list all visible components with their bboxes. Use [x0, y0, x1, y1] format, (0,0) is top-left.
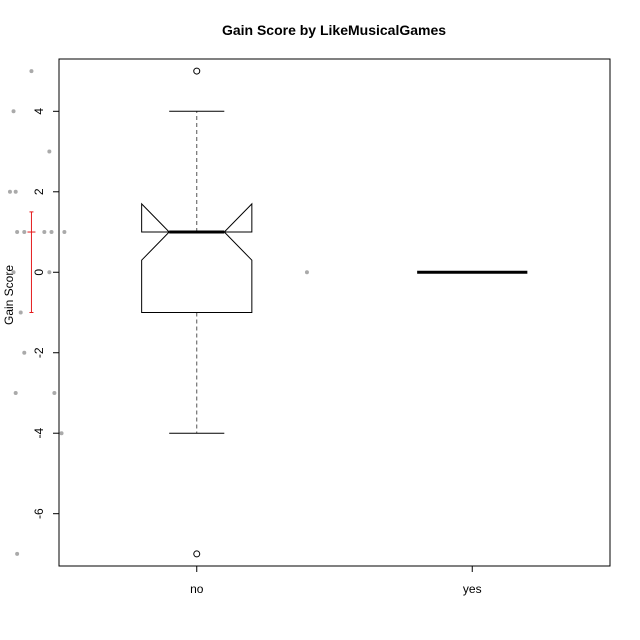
data-point — [59, 431, 64, 436]
group-no — [7, 67, 253, 558]
data-point — [22, 230, 27, 235]
data-point — [15, 551, 20, 556]
data-point — [49, 230, 54, 235]
data-point — [42, 230, 47, 235]
y-tick-label: 2 — [32, 188, 46, 195]
data-point — [62, 230, 67, 235]
data-point — [18, 310, 23, 315]
data-point — [11, 270, 16, 275]
data-point — [29, 69, 34, 74]
y-tick-label: 4 — [32, 108, 46, 115]
x-tick-label: yes — [463, 582, 482, 596]
data-point — [13, 189, 18, 194]
data-point — [52, 390, 57, 395]
group-yes — [304, 270, 528, 275]
data-point — [47, 270, 52, 275]
data-point — [13, 390, 18, 395]
outlier-point — [193, 550, 201, 558]
y-axis-label: Gain Score — [2, 265, 16, 325]
data-point — [11, 109, 16, 114]
y-tick-label: -6 — [32, 508, 46, 519]
x-tick-label: no — [190, 582, 204, 596]
y-axis: -6 -4 -2 0 2 4 — [32, 108, 60, 519]
data-point — [304, 270, 309, 275]
y-tick-label: 0 — [32, 269, 46, 276]
outlier-point — [193, 67, 201, 75]
y-tick-label: -4 — [32, 428, 46, 439]
data-point — [7, 189, 12, 194]
data-point — [22, 350, 27, 355]
data-point — [15, 230, 20, 235]
box — [141, 202, 253, 313]
x-axis: no yes — [190, 566, 482, 596]
y-tick-label: -2 — [32, 347, 46, 358]
data-point — [47, 149, 52, 154]
box-groups — [7, 67, 528, 558]
chart-title: Gain Score by LikeMusicalGames — [222, 22, 446, 38]
